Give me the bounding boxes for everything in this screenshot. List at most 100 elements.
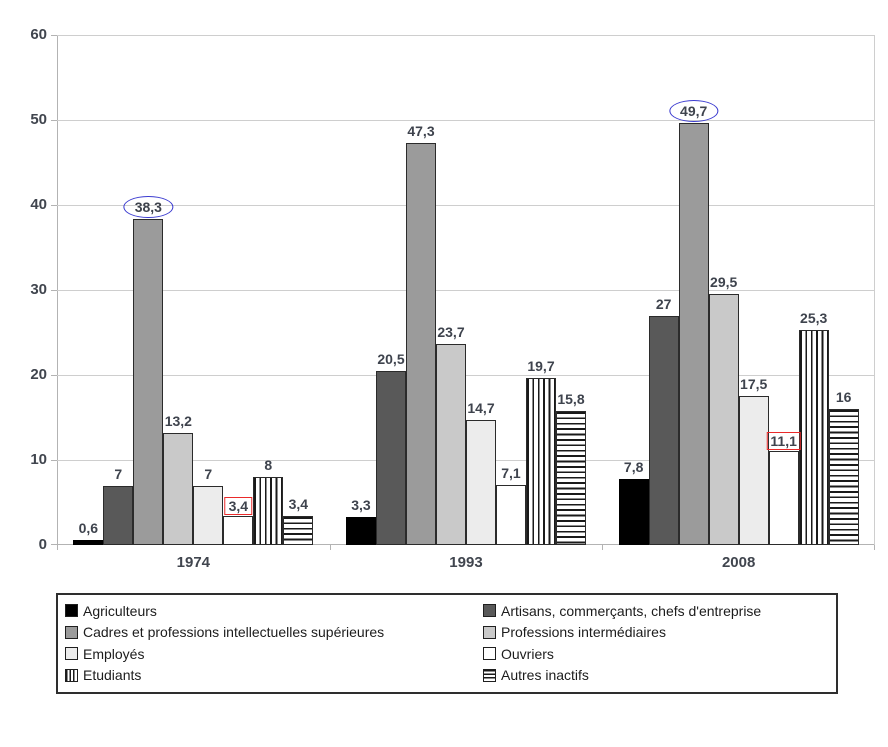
legend-grid: Agriculteurs Artisans, commerçants, chefs… xyxy=(65,600,829,686)
legend: Agriculteurs Artisans, commerçants, chefs… xyxy=(56,593,838,694)
bar xyxy=(163,432,194,545)
y-axis-tick xyxy=(51,120,57,121)
legend-label: Artisans, commerçants, chefs d'entrepris… xyxy=(501,602,762,619)
y-axis-tick xyxy=(51,460,57,461)
legend-swatch xyxy=(483,668,496,682)
legend-item: Ouvriers xyxy=(483,643,829,665)
annotated-value-label-rect: 3,4 xyxy=(224,497,253,516)
value-label: 7 xyxy=(114,465,123,482)
y-axis-tick xyxy=(51,205,57,206)
gridline xyxy=(57,35,875,36)
legend-swatch xyxy=(483,625,496,639)
legend-swatch xyxy=(483,604,496,618)
bar xyxy=(648,315,679,545)
category-label: 1993 xyxy=(449,554,483,571)
bar xyxy=(525,377,556,545)
x-axis-tick xyxy=(330,545,331,550)
bar xyxy=(133,219,164,545)
gridline xyxy=(57,120,875,121)
value-label: 13,2 xyxy=(164,412,192,429)
legend-item: Employés xyxy=(65,643,483,665)
bar-group-1974: 0,6 7 38,3 13,2 7 3,4 8 3,4 xyxy=(57,35,330,545)
bar xyxy=(405,142,436,545)
gridline xyxy=(57,205,875,206)
y-axis-label: 30 xyxy=(30,281,47,298)
value-label: 19,7 xyxy=(527,357,555,374)
value-label: 15,8 xyxy=(557,390,585,407)
value-label: 14,7 xyxy=(467,400,495,417)
value-label: 23,7 xyxy=(437,323,465,340)
bar xyxy=(345,516,376,545)
x-axis-tick xyxy=(57,545,58,550)
annotated-value-label-rect: 11,1 xyxy=(766,431,801,450)
value-label: 8 xyxy=(264,457,273,473)
x-axis-tick xyxy=(874,545,875,550)
legend-label: Professions intermédiaires xyxy=(501,624,666,641)
bar xyxy=(73,539,104,545)
legend-swatch xyxy=(65,625,78,639)
bar-group-2008: 7,8 27 49,7 29,5 17,5 11,1 25,3 16 xyxy=(602,35,875,545)
bar xyxy=(708,294,739,545)
y-axis-tick xyxy=(51,290,57,291)
x-axis-tick xyxy=(602,545,603,550)
bar xyxy=(283,516,314,545)
bar xyxy=(465,420,496,545)
bar xyxy=(223,516,254,545)
bar xyxy=(495,484,526,545)
value-label: 7,1 xyxy=(501,464,521,481)
value-label: 3,3 xyxy=(351,496,371,513)
legend-item: Professions intermédiaires xyxy=(483,622,829,644)
bar xyxy=(828,409,859,545)
bar xyxy=(798,329,829,545)
category-label: 2008 xyxy=(721,554,756,571)
legend-item: Cadres et professions intellectuelles su… xyxy=(65,622,483,644)
y-axis-tick xyxy=(51,375,57,376)
legend-swatch xyxy=(65,668,78,682)
bar xyxy=(738,396,769,545)
y-axis-label: 60 xyxy=(30,26,47,43)
y-axis-label: 0 xyxy=(38,536,47,553)
legend-swatch xyxy=(483,647,496,661)
y-axis-label: 50 xyxy=(30,111,47,128)
value-label: 16 xyxy=(835,389,852,405)
legend-item: Etudiants xyxy=(65,665,483,687)
bar-group-1993: 3,3 20,5 47,3 23,7 14,7 7,1 19,7 15,8 xyxy=(330,35,603,545)
legend-label: Etudiants xyxy=(83,667,142,684)
y-axis-tick xyxy=(51,544,57,545)
annotated-value-label-ellipse: 49,7 xyxy=(669,99,719,122)
legend-item: Autres inactifs xyxy=(483,665,829,687)
annotated-value-label-ellipse: 38,3 xyxy=(123,196,173,219)
gridline xyxy=(57,375,875,376)
legend-swatch xyxy=(65,604,78,618)
legend-item: Agriculteurs xyxy=(65,600,483,622)
plot-area: 0 10 20 30 40 50 60 0,6 7 38,3 13,2 7 3,4 8 3,4 1974 3,3… xyxy=(30,26,875,571)
bar xyxy=(435,343,466,545)
legend-item: Artisans, commerçants, chefs d'entrepris… xyxy=(483,600,829,622)
y-axis-label: 40 xyxy=(30,196,47,213)
gridline xyxy=(57,290,875,291)
value-label: 25,3 xyxy=(800,309,828,326)
value-label: 29,5 xyxy=(710,274,738,291)
value-label: 47,3 xyxy=(407,122,435,139)
y-axis-label: 10 xyxy=(30,451,47,468)
legend-label: Autres inactifs xyxy=(501,667,589,684)
bar xyxy=(253,477,284,545)
bar xyxy=(768,450,799,545)
value-label: 20,5 xyxy=(377,350,405,367)
legend-label: Agriculteurs xyxy=(83,602,157,619)
category-label: 1974 xyxy=(176,554,211,571)
bar xyxy=(678,122,709,545)
value-label: 0,6 xyxy=(78,519,99,536)
y-axis-tick xyxy=(51,35,57,36)
legend-swatch xyxy=(65,647,78,661)
legend-label: Employés xyxy=(83,645,145,662)
value-label: 27 xyxy=(655,295,672,312)
y-axis-label: 20 xyxy=(30,366,47,383)
value-label: 7 xyxy=(204,465,213,482)
bar xyxy=(555,410,586,545)
value-label: 3,4 xyxy=(288,496,309,513)
bar xyxy=(375,370,406,545)
bar xyxy=(103,485,134,545)
legend-label: Ouvriers xyxy=(501,645,554,662)
